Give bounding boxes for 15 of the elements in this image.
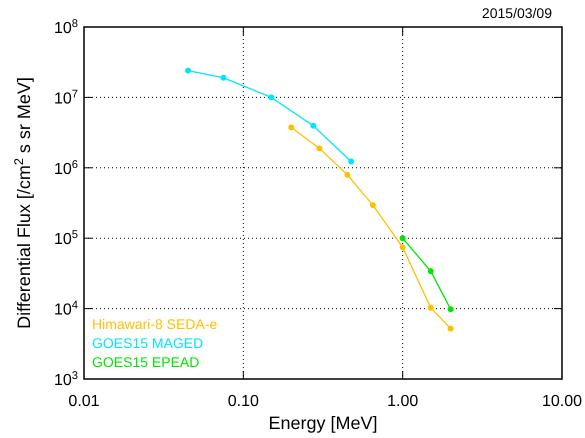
y-tick-label: 10$^{7}$ <box>54 88 78 108</box>
x-tick-label: 0.10 <box>228 393 260 410</box>
x-tick-label: 10.00 <box>542 393 582 410</box>
x-tick-label: 1.00 <box>387 393 418 410</box>
x-axis-title: Energy [MeV] <box>268 413 378 433</box>
text: Himawari-8 SEDA-e <box>92 316 218 332</box>
text: GOES15 EPEAD <box>92 354 200 370</box>
text: GOES15 MAGED <box>92 335 204 351</box>
y-tick-label: 10$^{4}$ <box>54 300 78 319</box>
text: 2015/03/09 <box>482 5 552 21</box>
y-tick-label: 10$^{6}$ <box>54 158 78 178</box>
y-tick-label: 10$^{8}$ <box>54 18 78 37</box>
x-tick-label: 0.01 <box>68 393 100 410</box>
y-tick-label: 10$^{3}$ <box>54 370 78 389</box>
y-tick-label: 10$^{5}$ <box>54 229 78 248</box>
